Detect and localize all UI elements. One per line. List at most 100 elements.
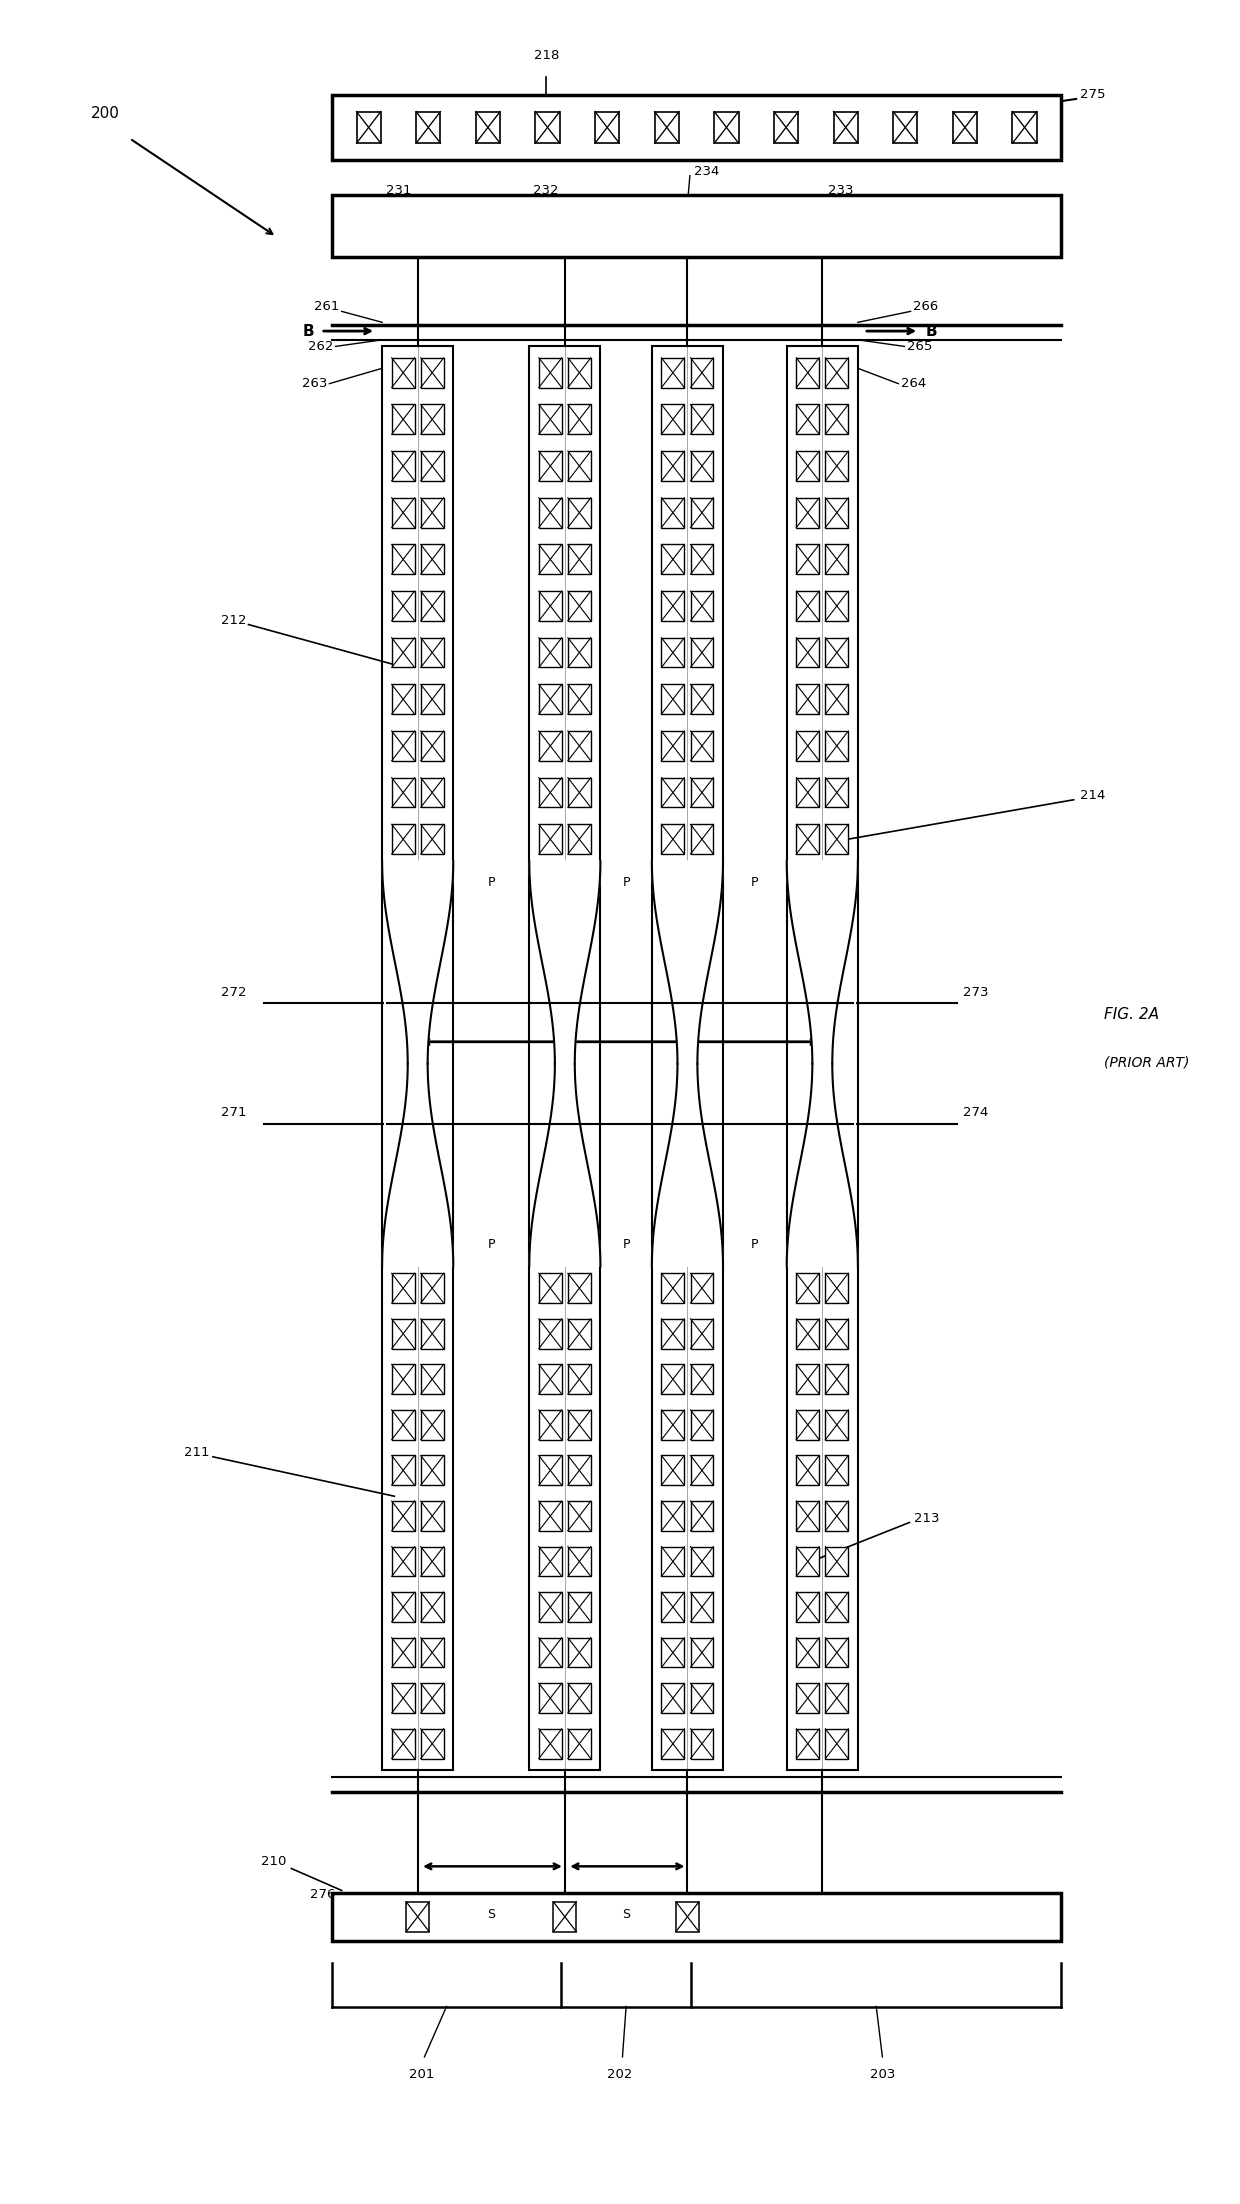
Bar — [539, 637, 562, 668]
Bar — [661, 637, 684, 668]
Bar — [539, 1591, 562, 1622]
Bar — [661, 1684, 684, 1713]
Bar — [691, 1274, 713, 1303]
Bar — [691, 732, 713, 760]
Bar — [676, 1902, 699, 1931]
Bar — [796, 1455, 820, 1485]
Bar — [568, 1364, 590, 1395]
Bar — [796, 406, 820, 434]
Bar — [392, 732, 414, 760]
Bar — [539, 1274, 562, 1303]
Bar — [539, 544, 562, 575]
Text: P: P — [751, 1239, 759, 1252]
Bar — [420, 1411, 444, 1439]
Bar — [420, 1547, 444, 1576]
Bar — [392, 1728, 414, 1759]
Bar — [539, 1728, 562, 1759]
Text: 264: 264 — [900, 377, 926, 390]
Bar — [893, 112, 918, 143]
Bar — [786, 346, 858, 1770]
Bar — [420, 357, 444, 388]
Bar — [392, 591, 414, 622]
Bar — [539, 1547, 562, 1576]
Bar — [382, 346, 454, 1770]
Bar — [539, 685, 562, 714]
Bar — [568, 1318, 590, 1349]
Bar — [796, 1501, 820, 1532]
Bar — [661, 1455, 684, 1485]
Bar — [826, 778, 848, 807]
Bar — [332, 95, 1061, 161]
Bar — [392, 1684, 414, 1713]
Bar — [568, 498, 590, 527]
Bar — [392, 1455, 414, 1485]
Bar — [332, 196, 1061, 256]
Bar — [655, 112, 680, 143]
Bar — [826, 498, 848, 527]
Polygon shape — [786, 862, 858, 1267]
Polygon shape — [382, 862, 454, 1267]
Bar — [796, 1364, 820, 1395]
Bar — [568, 544, 590, 575]
Bar — [392, 1318, 414, 1349]
Bar — [420, 1591, 444, 1622]
Bar — [826, 1638, 848, 1668]
Bar — [539, 1684, 562, 1713]
Bar — [796, 452, 820, 480]
Bar — [539, 452, 562, 480]
Text: 201: 201 — [409, 2067, 435, 2081]
Bar — [833, 112, 858, 143]
Bar — [392, 1547, 414, 1576]
Bar — [691, 406, 713, 434]
Bar — [691, 498, 713, 527]
Text: S: S — [622, 1909, 630, 1922]
Bar — [420, 1638, 444, 1668]
Bar — [661, 1501, 684, 1532]
Bar — [826, 1501, 848, 1532]
Text: 233: 233 — [828, 185, 854, 198]
Bar — [826, 452, 848, 480]
Bar — [826, 1591, 848, 1622]
Bar — [691, 452, 713, 480]
Bar — [420, 1318, 444, 1349]
Bar — [691, 637, 713, 668]
Bar — [568, 1638, 590, 1668]
Bar — [691, 357, 713, 388]
Bar — [691, 1501, 713, 1532]
Bar — [568, 591, 590, 622]
Bar — [691, 1547, 713, 1576]
Bar — [392, 1411, 414, 1439]
Text: 213: 213 — [914, 1512, 940, 1525]
Bar — [691, 591, 713, 622]
Bar — [952, 112, 977, 143]
Bar — [691, 1728, 713, 1759]
Text: (PRIOR ART): (PRIOR ART) — [1105, 1056, 1189, 1069]
Bar — [826, 1364, 848, 1395]
Text: 200: 200 — [91, 106, 119, 121]
Bar — [568, 824, 590, 855]
Bar — [796, 1411, 820, 1439]
Bar — [392, 357, 414, 388]
Bar — [568, 357, 590, 388]
Bar — [568, 732, 590, 760]
Bar — [661, 1547, 684, 1576]
Bar — [568, 685, 590, 714]
Bar — [539, 406, 562, 434]
Bar — [392, 778, 414, 807]
Bar — [796, 357, 820, 388]
Bar — [420, 406, 444, 434]
Bar — [420, 824, 444, 855]
Bar — [652, 346, 723, 1770]
Bar — [661, 357, 684, 388]
Text: 212: 212 — [221, 613, 246, 626]
Text: B: B — [925, 324, 937, 339]
Bar — [420, 591, 444, 622]
Text: 265: 265 — [906, 339, 932, 353]
Bar — [536, 112, 559, 143]
Bar — [796, 1591, 820, 1622]
Bar — [529, 346, 600, 1770]
Bar — [826, 1728, 848, 1759]
Bar — [661, 406, 684, 434]
Bar — [691, 685, 713, 714]
Bar — [392, 406, 414, 434]
